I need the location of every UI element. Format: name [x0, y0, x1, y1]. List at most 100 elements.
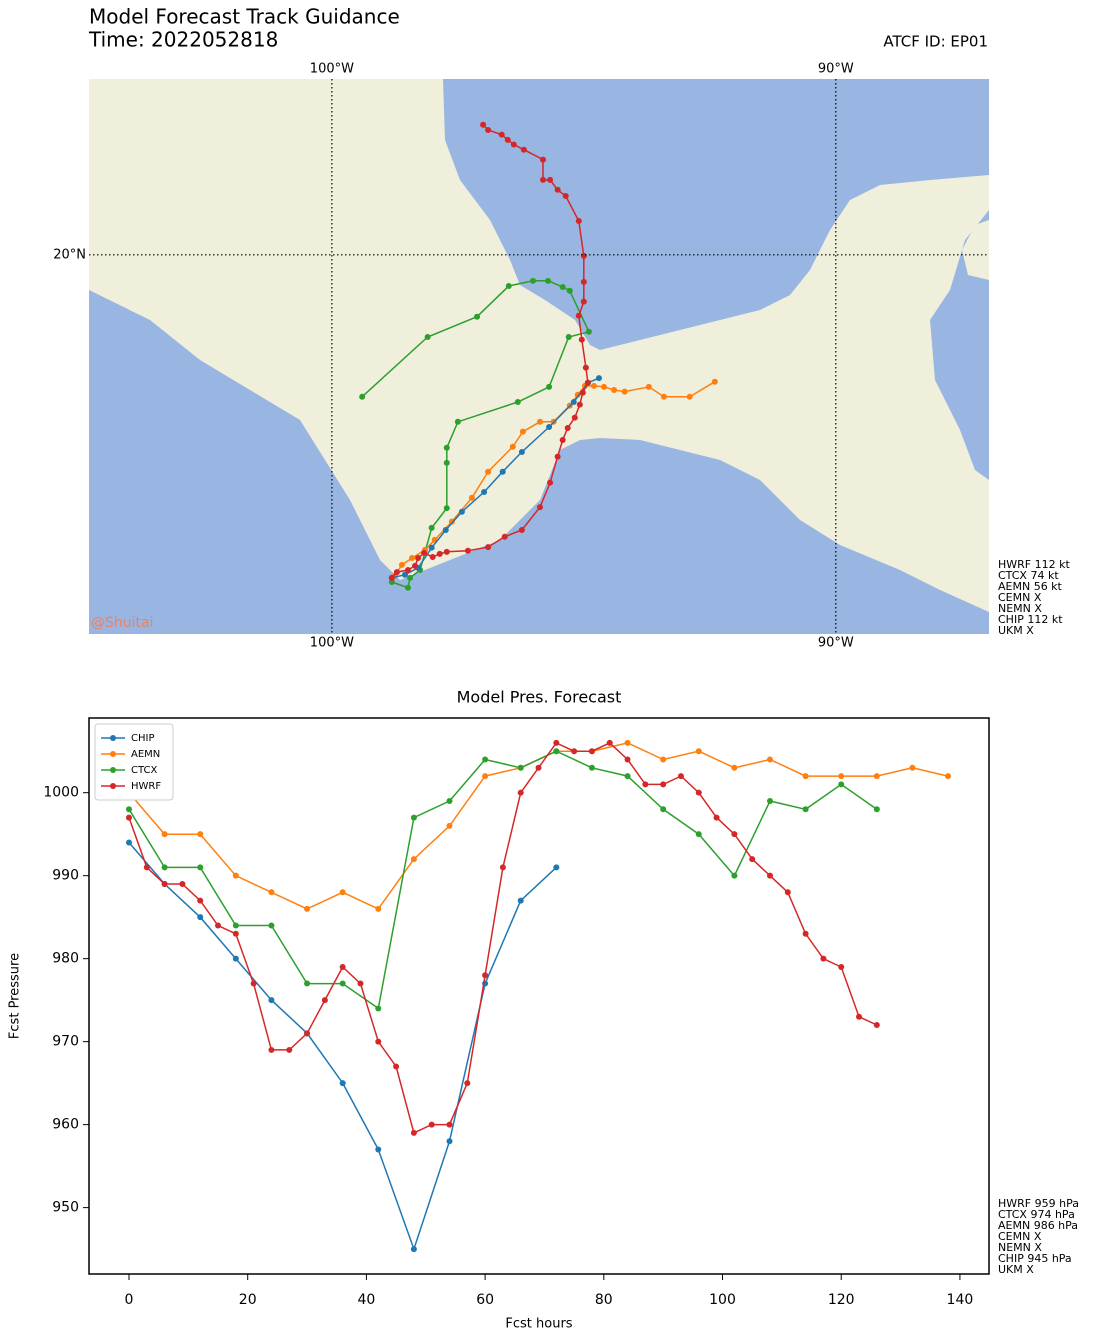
point: [410, 856, 417, 863]
watermark: @Shuitai: [91, 615, 153, 631]
track-point: [574, 391, 581, 398]
point: [820, 955, 827, 962]
point: [553, 739, 560, 746]
point: [766, 872, 773, 879]
track-point: [582, 364, 589, 371]
point: [410, 814, 417, 821]
point: [695, 748, 702, 755]
point: [375, 905, 382, 912]
track-point: [443, 459, 450, 466]
series-line: [128, 842, 557, 1252]
point: [232, 930, 239, 937]
point: [873, 1022, 880, 1029]
track-point: [562, 193, 569, 200]
point: [553, 864, 560, 871]
track-point: [454, 418, 461, 425]
track-point: [565, 333, 572, 340]
side-label: CHIP 945 hPa: [998, 1252, 1072, 1265]
legend-marker: [110, 767, 116, 773]
point: [606, 739, 613, 746]
land: [962, 220, 989, 280]
track-point: [409, 555, 416, 562]
track-point: [501, 533, 508, 540]
track-point: [570, 399, 577, 406]
point: [215, 922, 222, 929]
track-point: [401, 571, 408, 578]
track-point: [621, 388, 628, 395]
track-point: [498, 131, 505, 138]
point: [446, 1138, 453, 1145]
point: [339, 1080, 346, 1087]
point: [410, 1129, 417, 1136]
land: [89, 79, 989, 612]
point: [535, 764, 542, 771]
track-point: [514, 399, 521, 406]
point: [784, 889, 791, 896]
legend-marker: [110, 751, 116, 757]
y-tick-label: 990: [52, 868, 79, 884]
track-point: [421, 549, 428, 556]
point: [660, 806, 667, 813]
point: [232, 872, 239, 879]
track-point: [540, 156, 547, 163]
side-label: HWRF 112 kt: [998, 558, 1070, 571]
point: [197, 897, 204, 904]
track-point: [660, 393, 667, 400]
point: [873, 806, 880, 813]
point: [464, 1080, 471, 1087]
track-point: [579, 389, 586, 396]
track-point: [443, 548, 450, 555]
point: [766, 797, 773, 804]
point: [517, 789, 524, 796]
map-background: [89, 79, 989, 634]
side-label: CEMN X: [998, 591, 1042, 604]
track-point: [559, 284, 566, 291]
x-tick-label: 80: [595, 1292, 613, 1308]
track-point: [584, 379, 591, 386]
track-point: [359, 393, 366, 400]
point: [517, 764, 524, 771]
series-line: [128, 741, 878, 1134]
track-point: [504, 136, 511, 143]
track-point: [474, 313, 481, 320]
track-point: [554, 186, 561, 193]
legend-label: AEMN: [131, 749, 160, 760]
track-point: [388, 574, 395, 581]
point: [838, 773, 845, 780]
y-axis-label: Fcst Pressure: [8, 953, 23, 1039]
point: [268, 889, 275, 896]
track-point: [415, 555, 422, 562]
track-point: [580, 252, 587, 259]
side-label: UKM X: [998, 624, 1034, 637]
track-point: [468, 494, 475, 501]
point: [766, 756, 773, 763]
track-point: [388, 578, 395, 585]
track-point: [554, 453, 561, 460]
track-point: [412, 562, 419, 569]
track-point: [540, 176, 547, 183]
point: [375, 1146, 382, 1153]
point: [624, 756, 631, 763]
side-label: NEMN X: [998, 1241, 1042, 1254]
point: [517, 897, 524, 904]
track-point: [529, 277, 536, 284]
point: [250, 980, 257, 987]
track-point: [611, 387, 618, 394]
y-tick-label: 980: [52, 951, 79, 967]
point: [588, 748, 595, 755]
point: [304, 1030, 311, 1037]
x-tick-label: 100°W: [310, 62, 354, 77]
point: [553, 748, 560, 755]
x-tick-label: 40: [357, 1292, 375, 1308]
point: [624, 773, 631, 780]
point: [588, 764, 595, 771]
point: [802, 930, 809, 937]
point: [268, 922, 275, 929]
x-tick-label: 120: [828, 1292, 855, 1308]
point: [197, 914, 204, 921]
track-point: [575, 218, 582, 225]
y-tick-label: 20°N: [53, 247, 86, 262]
map-title: Model Forecast Track Guidance: [89, 5, 400, 29]
track-point: [585, 328, 592, 335]
